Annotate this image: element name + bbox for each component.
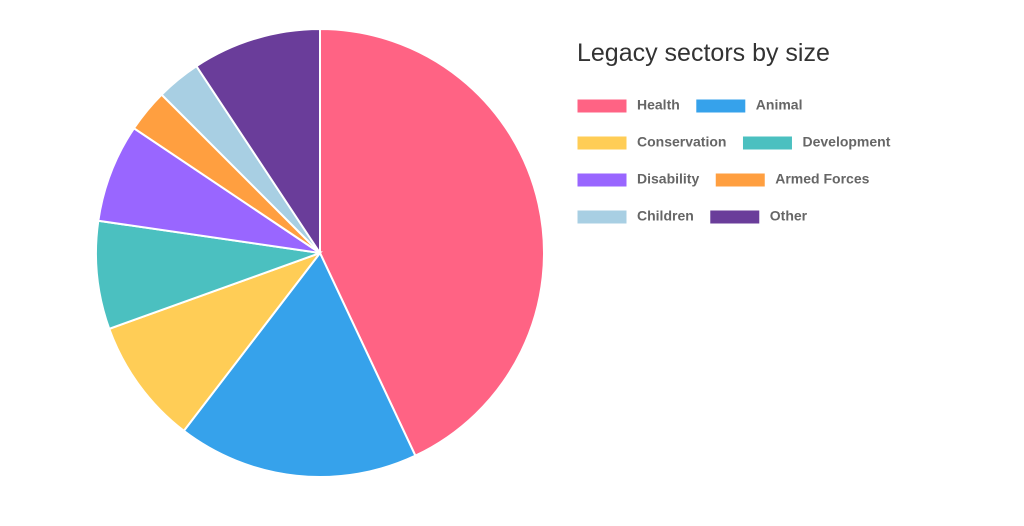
legend-swatch [741,135,793,151]
legend-label: Disability [637,171,699,187]
legend-label: Armed Forces [775,171,869,187]
legend-swatch [709,209,761,225]
pie-slice [182,251,417,478]
pie-slice [95,219,321,331]
legend-label: Conservation [637,134,726,150]
legend-swatch [695,98,747,114]
legend-swatch [714,172,766,188]
legend-swatch [576,209,628,225]
legend-label: Animal [756,97,803,113]
legend-swatch [576,98,628,114]
pie-slice [107,250,323,433]
pie-slice [319,27,545,458]
legend-label: Other [770,208,808,224]
pie-slice [195,27,321,257]
legend-label: Children [637,208,694,224]
legend-label: Development [802,134,890,150]
pie-slice [97,126,321,254]
chart-title: Legacy sectors by size [577,39,830,67]
legend-swatch [576,172,628,188]
legend-swatch [576,135,628,151]
legend-label: Health [637,97,680,113]
